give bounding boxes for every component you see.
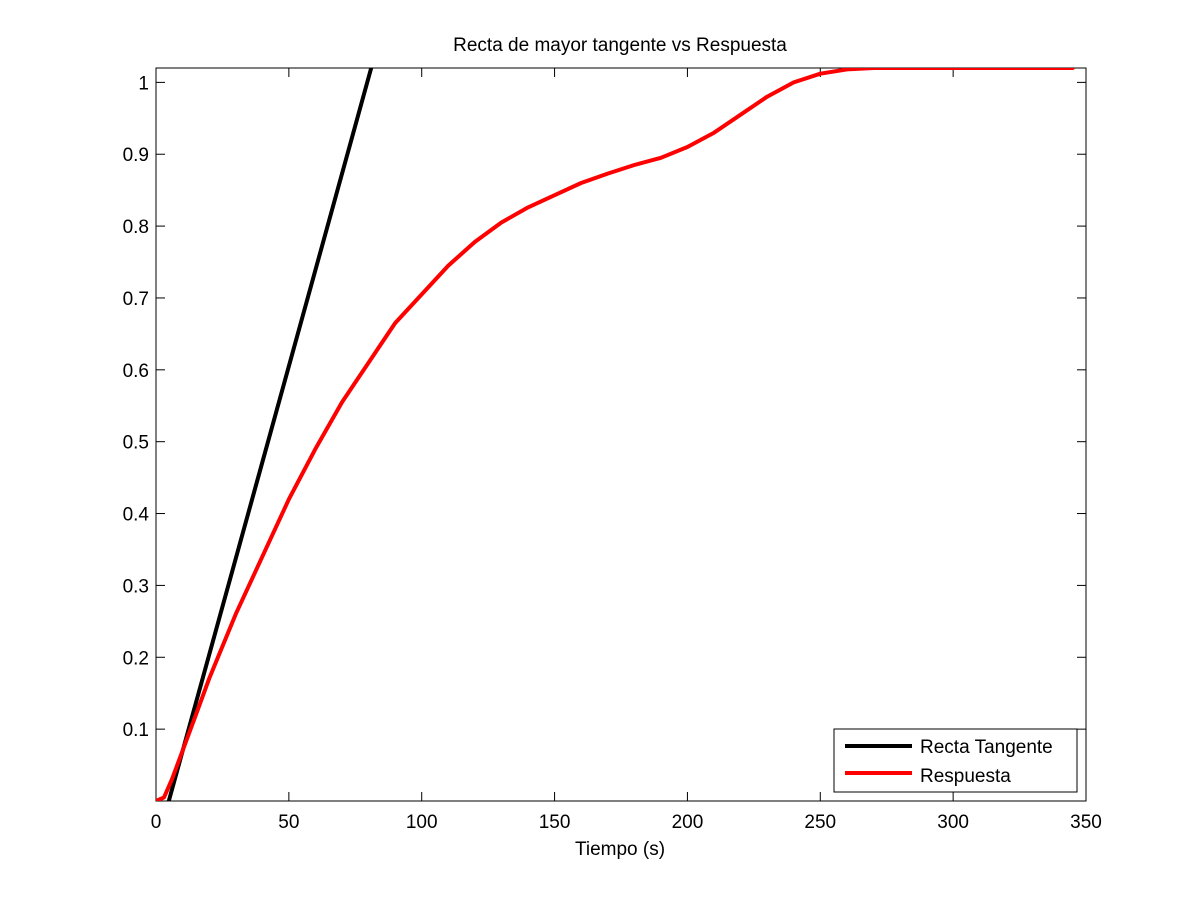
y-tick-label: 0.4 bbox=[123, 505, 150, 526]
plot-area bbox=[155, 67, 1087, 802]
y-tick-label: 0.2 bbox=[123, 648, 149, 669]
y-tick-label: 0.8 bbox=[123, 217, 149, 238]
series-layer bbox=[156, 68, 1075, 801]
x-axis-label: Tiempo (s) bbox=[575, 839, 665, 860]
x-tick-label: 100 bbox=[406, 812, 438, 833]
y-tick-label: 0.7 bbox=[123, 289, 149, 310]
axis-ticks bbox=[155, 68, 1087, 801]
y-tick-label: 0.6 bbox=[123, 361, 149, 382]
y-tick-label: 0.9 bbox=[123, 145, 149, 166]
y-axis-tick-labels: 0.1 0.2 0.3 0.4 0.5 0.6 0.7 0.8 0.9 1 bbox=[123, 73, 150, 741]
x-tick-label: 350 bbox=[1070, 812, 1102, 833]
x-tick-label: 0 bbox=[151, 812, 162, 833]
legend: Recta Tangente Respuesta bbox=[833, 728, 1078, 793]
legend-label-respuesta: Respuesta bbox=[920, 766, 1011, 787]
x-tick-label: 250 bbox=[804, 812, 836, 833]
legend-label-recta-tangente: Recta Tangente bbox=[920, 737, 1053, 758]
x-axis-tick-labels: 0 50 100 150 200 250 300 350 bbox=[151, 812, 1102, 833]
y-tick-label: 0.5 bbox=[123, 433, 149, 454]
y-tick-label: 0.1 bbox=[123, 720, 149, 741]
chart-title: Recta de mayor tangente vs Respuesta bbox=[453, 35, 787, 56]
x-tick-label: 150 bbox=[539, 812, 571, 833]
y-tick-label: 0.3 bbox=[123, 576, 149, 597]
series-line-recta-tangente bbox=[166, 68, 374, 801]
series-line-respuesta bbox=[156, 68, 1075, 801]
x-tick-label: 300 bbox=[937, 812, 969, 833]
legend-box bbox=[833, 728, 1078, 793]
y-tick-label: 1 bbox=[138, 73, 149, 94]
x-tick-label: 50 bbox=[278, 812, 299, 833]
x-tick-label: 200 bbox=[672, 812, 704, 833]
